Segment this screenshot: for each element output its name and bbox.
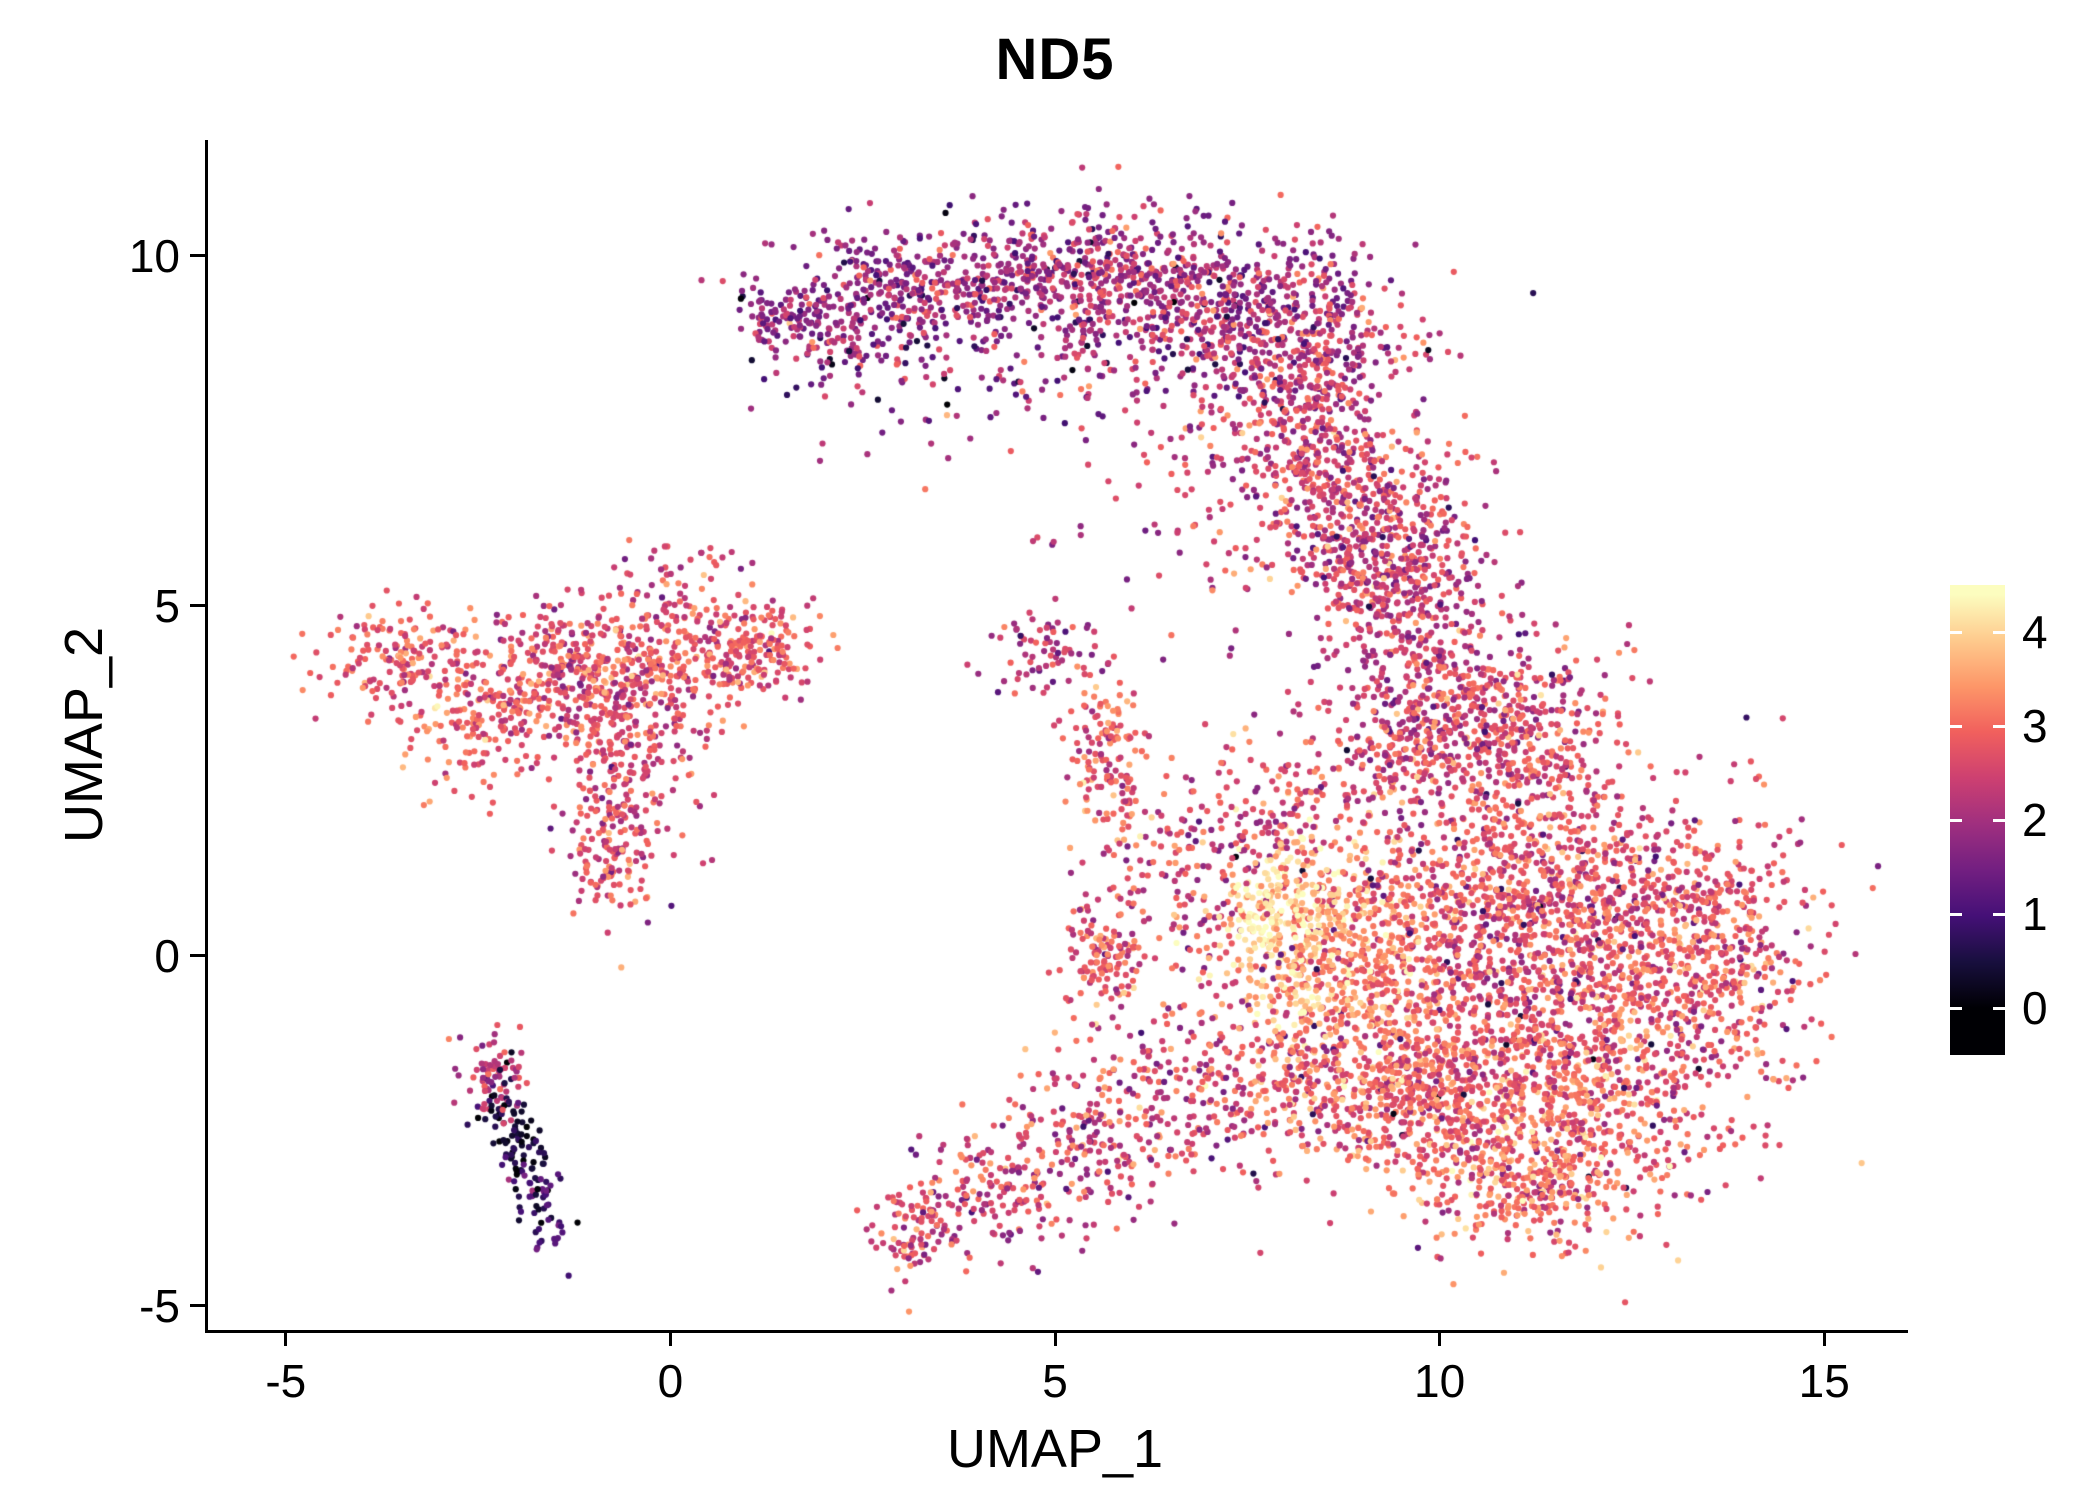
colorbar-tick-label: 2 bbox=[2022, 794, 2048, 846]
x-tick-label: 5 bbox=[1042, 1355, 1068, 1407]
colorbar-tick-mark bbox=[1993, 912, 2005, 916]
y-tick-label: 10 bbox=[128, 229, 180, 282]
y-tick bbox=[190, 604, 205, 607]
colorbar-tick-label: 4 bbox=[2022, 606, 2048, 658]
x-tick bbox=[284, 1331, 288, 1346]
colorbar-legend bbox=[1950, 585, 2005, 1055]
x-tick-label: 15 bbox=[1798, 1355, 1850, 1407]
y-axis-label: UMAP_2 bbox=[54, 626, 114, 844]
plot-panel bbox=[205, 140, 1908, 1333]
colorbar-tick-label: 1 bbox=[2022, 888, 2048, 940]
colorbar-tick-label: 0 bbox=[2022, 982, 2048, 1034]
x-tick-label: 0 bbox=[657, 1355, 684, 1407]
x-tick bbox=[1053, 1331, 1057, 1346]
plot-title: ND5 bbox=[995, 27, 1115, 92]
x-tick bbox=[668, 1331, 672, 1346]
x-tick bbox=[1438, 1331, 1442, 1346]
colorbar-tick-mark bbox=[1950, 724, 1962, 728]
x-tick-label: -5 bbox=[265, 1355, 307, 1407]
colorbar-tick-mark bbox=[1993, 1006, 2005, 1010]
colorbar-tick-mark bbox=[1993, 724, 2005, 728]
y-tick-label: 5 bbox=[154, 579, 180, 632]
colorbar-tick-label: 3 bbox=[2022, 700, 2048, 752]
y-tick bbox=[190, 954, 205, 957]
colorbar-tick-mark bbox=[1950, 630, 1962, 634]
colorbar-tick-mark bbox=[1950, 1006, 1962, 1010]
y-tick-label: 0 bbox=[154, 929, 180, 982]
colorbar-tick-mark bbox=[1950, 818, 1962, 822]
colorbar-tick-mark bbox=[1993, 630, 2005, 634]
y-tick bbox=[190, 1304, 205, 1307]
x-tick-label: 10 bbox=[1414, 1355, 1466, 1407]
colorbar-tick-mark bbox=[1950, 912, 1962, 916]
colorbar-tick-mark bbox=[1993, 818, 2005, 822]
x-tick bbox=[1822, 1331, 1826, 1346]
x-axis-label: UMAP_1 bbox=[946, 1419, 1164, 1479]
scatter-canvas bbox=[208, 140, 1908, 1330]
y-tick bbox=[190, 254, 205, 257]
y-tick-label: -5 bbox=[139, 1279, 180, 1332]
